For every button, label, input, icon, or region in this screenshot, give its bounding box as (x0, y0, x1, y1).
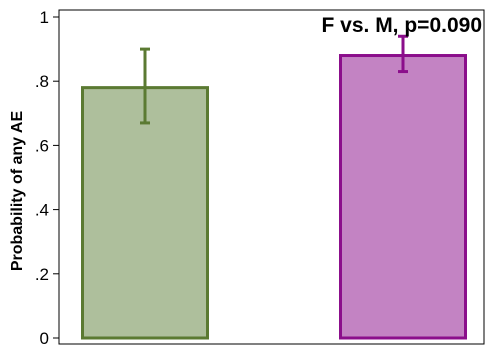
bars (81, 34, 467, 340)
comparison-annotation: F vs. M, p=0.090 (322, 14, 483, 37)
y-tick-label: .4 (35, 201, 49, 220)
y-axis-title: Probability of any AE (9, 111, 26, 272)
y-tick-label: 1 (40, 8, 49, 27)
y-tick-label: .6 (35, 136, 49, 155)
bar-1 (81, 86, 209, 340)
y-tick-label: .2 (35, 265, 49, 284)
y-axis-ticks: 0 .2 .4 .6 .8 1 (35, 8, 59, 347)
y-tick-label: .8 (35, 72, 49, 91)
y-tick-label: 0 (40, 329, 49, 347)
bar-2 (339, 54, 467, 340)
